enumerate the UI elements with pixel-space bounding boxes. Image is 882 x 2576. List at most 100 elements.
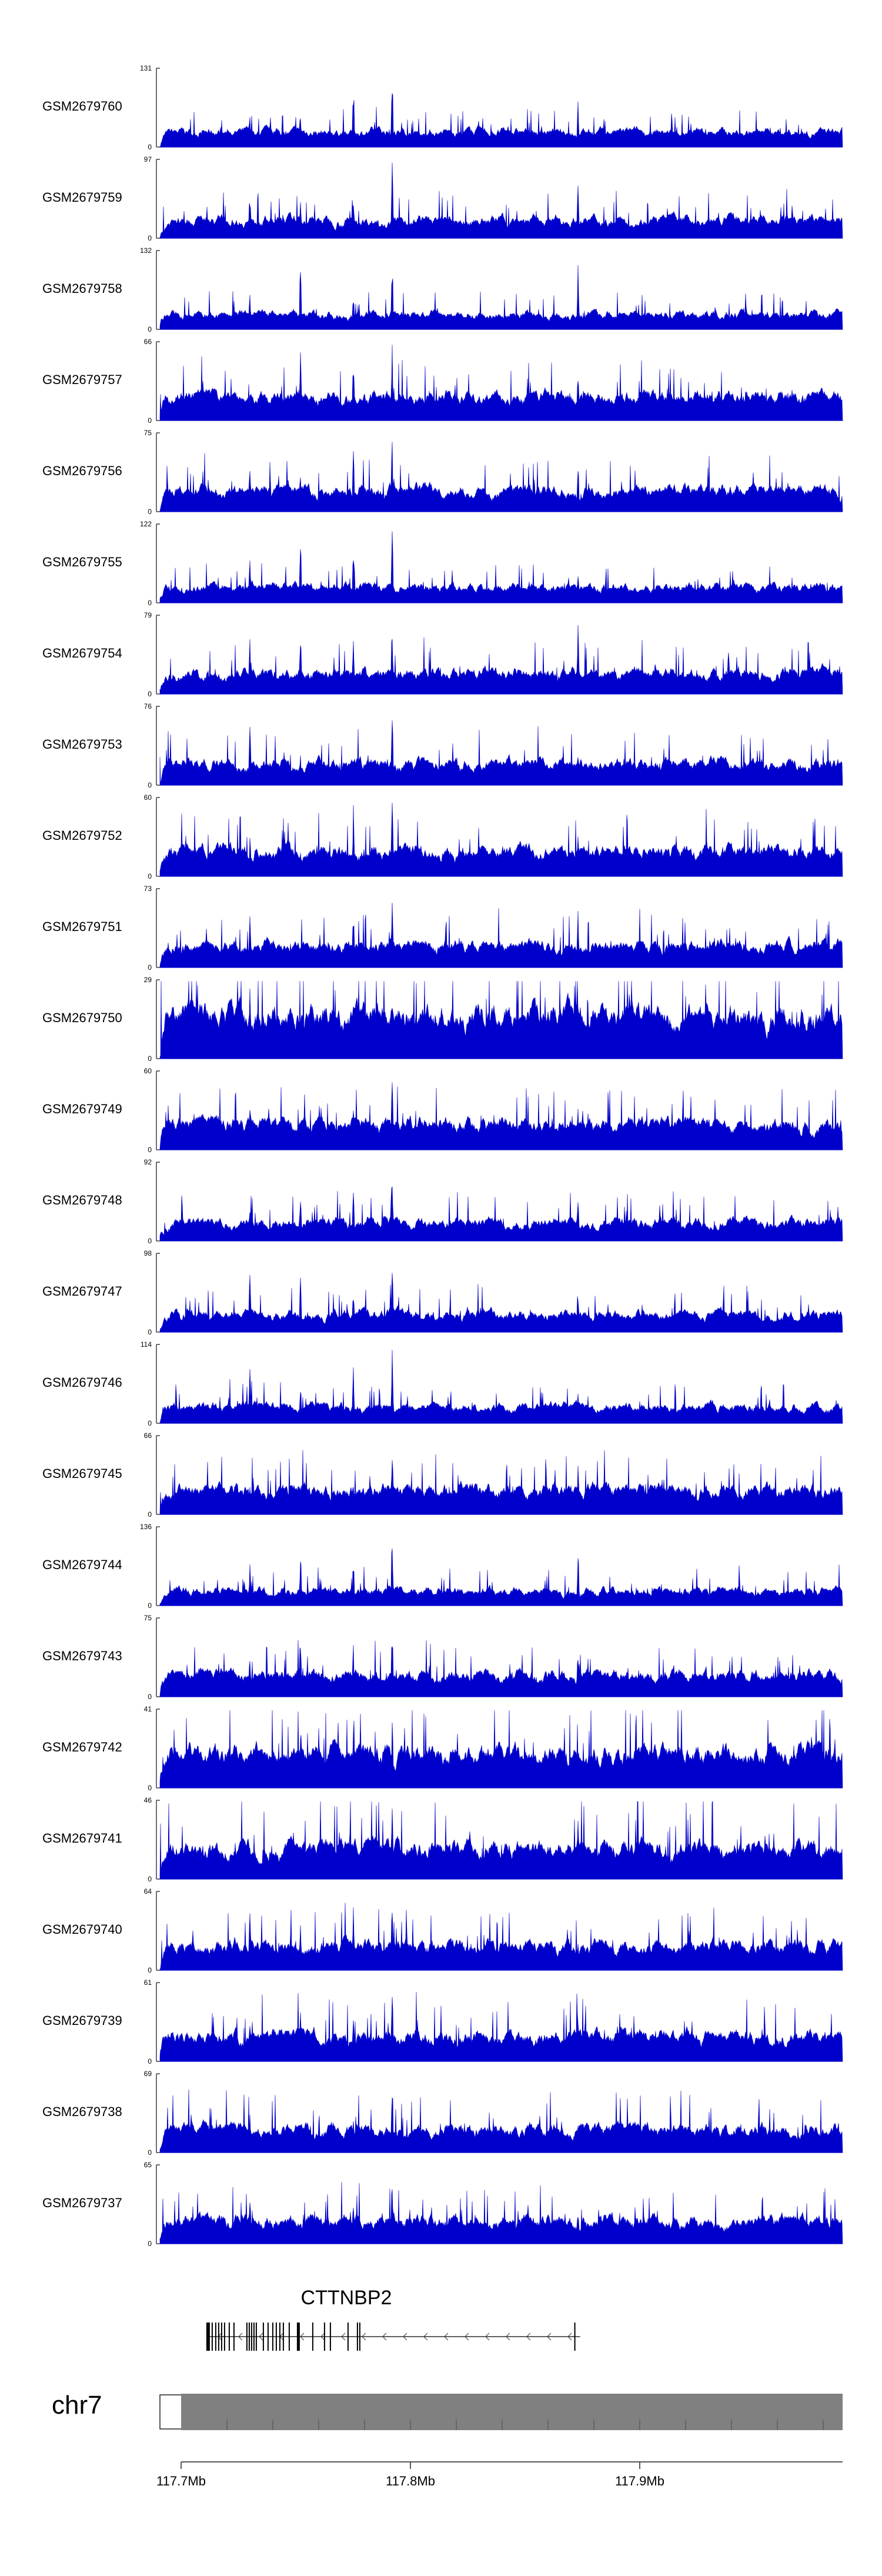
track-ymin-label: 0 bbox=[148, 1328, 152, 1336]
track-label: GSM2679752 bbox=[42, 828, 122, 843]
track-ymax-label: 75 bbox=[144, 429, 152, 437]
track-ymin-label: 0 bbox=[148, 963, 152, 972]
track-label: GSM2679759 bbox=[42, 190, 122, 205]
track-GSM2679743: GSM2679743 75 0 bbox=[42, 1614, 843, 1701]
track-ymin-label: 0 bbox=[148, 416, 152, 425]
coverage-area bbox=[159, 442, 843, 512]
track-label: GSM2679758 bbox=[42, 281, 122, 296]
track-ymax-label: 79 bbox=[144, 611, 152, 619]
gene-exon bbox=[246, 2323, 248, 2351]
gene-exon bbox=[288, 2323, 290, 2351]
coverage-area bbox=[159, 802, 843, 877]
coverage-area bbox=[159, 1991, 843, 2062]
track-GSM2679744: GSM2679744 136 0 bbox=[42, 1523, 843, 1610]
track-ymax-label: 60 bbox=[144, 793, 152, 802]
gene-exon bbox=[296, 2323, 300, 2351]
track-ymin-label: 0 bbox=[148, 143, 152, 151]
track-ymin-label: 0 bbox=[148, 325, 152, 333]
gene-exon bbox=[250, 2323, 252, 2351]
track-ymax-label: 76 bbox=[144, 702, 152, 710]
track-ymax-label: 131 bbox=[140, 64, 152, 72]
chromosome-band bbox=[181, 2394, 843, 2430]
coverage-tracks: GSM2679760 131 0 GSM2679759 97 0 GSM2679758 132… bbox=[42, 64, 843, 2248]
coverage-area bbox=[159, 1640, 843, 1697]
track-ymax-label: 97 bbox=[144, 155, 152, 163]
track-ymin-label: 0 bbox=[148, 2057, 152, 2066]
track-GSM2679760: GSM2679760 131 0 bbox=[42, 64, 843, 151]
track-GSM2679757: GSM2679757 66 0 bbox=[42, 338, 843, 425]
gene-exon bbox=[208, 2323, 210, 2351]
track-ymax-label: 73 bbox=[144, 885, 152, 893]
track-ymax-label: 61 bbox=[144, 1978, 152, 1987]
track-ymax-label: 132 bbox=[140, 246, 152, 255]
track-GSM2679742: GSM2679742 41 0 bbox=[42, 1705, 843, 1792]
coverage-area bbox=[159, 1800, 843, 1880]
track-label: GSM2679742 bbox=[42, 1740, 122, 1754]
track-ymin-label: 0 bbox=[148, 872, 152, 880]
strand-arrow bbox=[238, 2333, 243, 2341]
coverage-area bbox=[159, 1350, 843, 1424]
track-label: GSM2679740 bbox=[42, 1922, 122, 1937]
strand-arrow bbox=[423, 2333, 428, 2341]
track-label: GSM2679751 bbox=[42, 919, 122, 934]
gene-exon bbox=[312, 2323, 313, 2351]
gene-exon bbox=[233, 2323, 235, 2351]
track-label: GSM2679737 bbox=[42, 2195, 122, 2210]
gene-exon bbox=[211, 2323, 213, 2351]
strand-arrow bbox=[567, 2333, 572, 2341]
track-ymax-label: 66 bbox=[144, 338, 152, 346]
gene-exon bbox=[218, 2323, 219, 2351]
strand-arrow bbox=[444, 2333, 449, 2341]
track-label: GSM2679755 bbox=[42, 555, 122, 569]
track-GSM2679758: GSM2679758 132 0 bbox=[42, 246, 843, 333]
track-ymax-label: 46 bbox=[144, 1796, 152, 1804]
axis-tick-label: 117.7Mb bbox=[156, 2474, 206, 2488]
track-ymax-label: 41 bbox=[144, 1705, 152, 1713]
track-label: GSM2679747 bbox=[42, 1284, 122, 1299]
track-GSM2679738: GSM2679738 69 0 bbox=[42, 2070, 843, 2157]
track-label: GSM2679754 bbox=[42, 646, 122, 660]
track-GSM2679751: GSM2679751 73 0 bbox=[42, 885, 843, 972]
track-GSM2679748: GSM2679748 92 0 bbox=[42, 1158, 843, 1245]
track-GSM2679747: GSM2679747 98 0 bbox=[42, 1249, 843, 1336]
track-ymin-label: 0 bbox=[148, 1784, 152, 1792]
track-GSM2679754: GSM2679754 79 0 bbox=[42, 611, 843, 698]
track-ymax-label: 136 bbox=[140, 1523, 152, 1531]
coverage-area bbox=[159, 265, 843, 330]
track-label: GSM2679746 bbox=[42, 1375, 122, 1390]
track-ymin-label: 0 bbox=[148, 1237, 152, 1245]
axis-tick-label: 117.9Mb bbox=[615, 2474, 664, 2488]
chromosome-label: chr7 bbox=[52, 2391, 102, 2420]
track-ymin-label: 0 bbox=[148, 234, 152, 242]
track-ymin-label: 0 bbox=[148, 1601, 152, 1610]
strand-arrow bbox=[382, 2333, 387, 2341]
gene-exon bbox=[282, 2323, 284, 2351]
track-ymax-label: 69 bbox=[144, 2070, 152, 2078]
gene-exon bbox=[248, 2323, 250, 2351]
gene-exon bbox=[262, 2323, 264, 2351]
gene-model-cttnbp2 bbox=[206, 2323, 580, 2351]
track-label: GSM2679739 bbox=[42, 2013, 122, 2028]
track-ymax-label: 64 bbox=[144, 1887, 152, 1896]
track-GSM2679756: GSM2679756 75 0 bbox=[42, 429, 843, 516]
gene-exon bbox=[220, 2323, 222, 2351]
strand-arrow bbox=[362, 2333, 366, 2341]
track-ymax-label: 92 bbox=[144, 1158, 152, 1166]
strand-arrow bbox=[300, 2333, 305, 2341]
track-ymin-label: 0 bbox=[148, 1419, 152, 1427]
track-ymin-label: 0 bbox=[148, 2148, 152, 2157]
coverage-area bbox=[159, 625, 843, 695]
track-ymin-label: 0 bbox=[148, 2240, 152, 2248]
track-ymin-label: 0 bbox=[148, 1055, 152, 1063]
track-GSM2679737: GSM2679737 65 0 bbox=[42, 2161, 843, 2248]
gene-label: CTTNBP2 bbox=[301, 2287, 392, 2309]
track-label: GSM2679745 bbox=[42, 1466, 122, 1481]
coverage-area bbox=[159, 1273, 843, 1333]
strand-arrow bbox=[341, 2333, 346, 2341]
gene-exon bbox=[359, 2323, 360, 2351]
gene-exon bbox=[228, 2323, 230, 2351]
track-ymin-label: 0 bbox=[148, 1875, 152, 1883]
coverage-area bbox=[159, 2181, 843, 2244]
coverage-area bbox=[159, 1450, 843, 1515]
